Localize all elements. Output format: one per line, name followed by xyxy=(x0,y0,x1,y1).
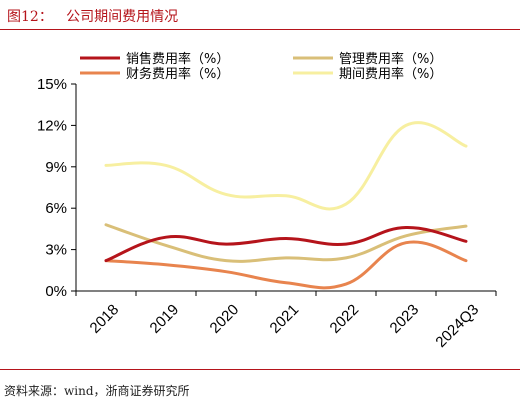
y-tick-label: 0% xyxy=(45,283,67,300)
y-tick-label: 12% xyxy=(37,117,67,134)
x-tick-label: 2023 xyxy=(387,301,423,337)
x-axis: 2018 2019 2020 2021 2022 2023 2024Q3 xyxy=(75,290,497,351)
series-line-1 xyxy=(104,223,468,263)
chart-area: 销售费用率（%） 管理费用率（%） 财务费用率（%） 期间费用率（%） 0% 3% 6% 9… xyxy=(37,51,497,351)
series-line-2 xyxy=(104,240,468,290)
legend: 销售费用率（%） 管理费用率（%） 财务费用率（%） 期间费用率（%） xyxy=(80,51,442,82)
figure-header: 图12： 公司期间费用情况 xyxy=(0,0,520,30)
x-tick-label: 2024Q3 xyxy=(432,301,482,351)
y-tick-label: 9% xyxy=(45,159,67,176)
series-line-3 xyxy=(104,121,468,211)
series-layer xyxy=(104,121,468,290)
legend-label: 财务费用率（%） xyxy=(126,66,229,82)
legend-label: 管理费用率（%） xyxy=(339,51,442,67)
figure-footer: 资料来源：wind，浙商证券研究所 xyxy=(0,369,520,403)
figure-source: 资料来源：wind，浙商证券研究所 xyxy=(4,384,190,398)
x-tick-label: 2020 xyxy=(207,301,243,337)
y-axis: 0% 3% 6% 9% 12% 15% xyxy=(37,76,77,300)
series-line-0 xyxy=(104,226,468,263)
y-tick-label: 3% xyxy=(45,242,67,259)
figure-title: 图12： 公司期间费用情况 xyxy=(7,9,179,25)
legend-label: 销售费用率（%） xyxy=(126,51,229,67)
x-tick-label: 2018 xyxy=(87,301,123,337)
legend-label: 期间费用率（%） xyxy=(339,66,442,82)
x-tick-label: 2019 xyxy=(147,301,183,337)
y-tick-label: 15% xyxy=(37,76,67,93)
x-tick-label: 2021 xyxy=(267,301,303,337)
x-tick-label: 2022 xyxy=(327,301,363,337)
y-tick-label: 6% xyxy=(45,200,67,217)
